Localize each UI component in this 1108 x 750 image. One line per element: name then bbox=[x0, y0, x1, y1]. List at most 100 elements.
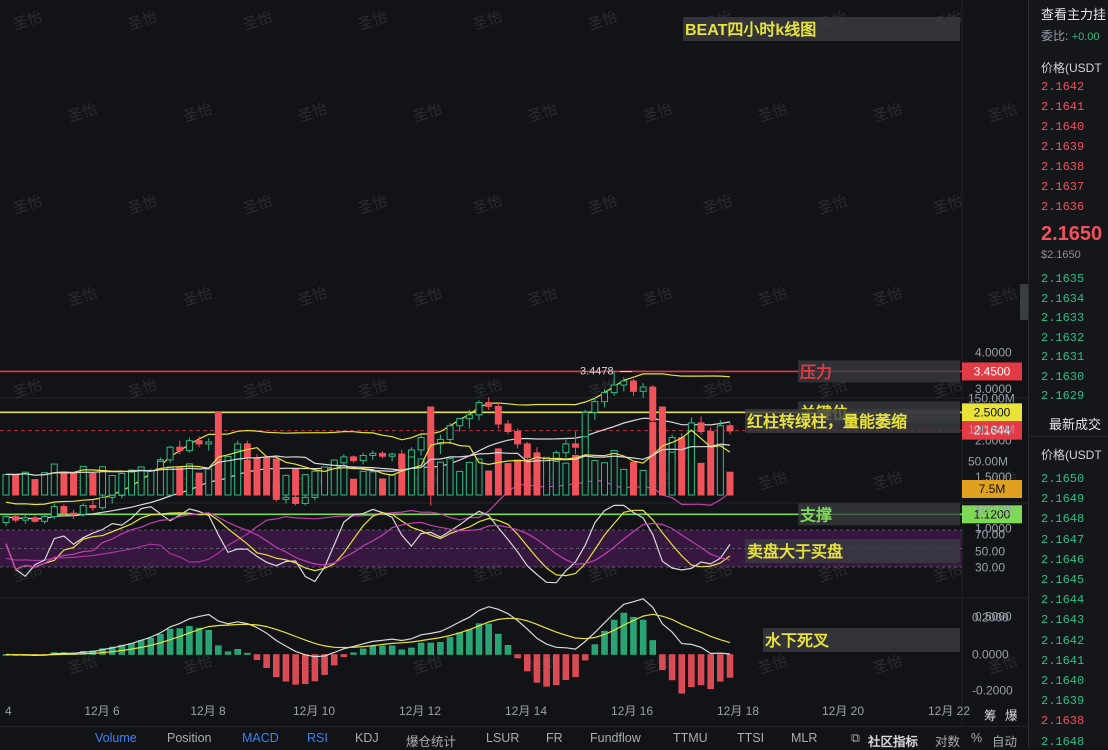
trade-row: 2.1648 bbox=[1041, 734, 1085, 748]
macd-histogram-bar bbox=[99, 648, 106, 655]
volume-bar bbox=[369, 471, 377, 496]
bid-row[interactable]: 2.1630 bbox=[1041, 369, 1085, 384]
candle-body bbox=[620, 380, 628, 386]
tab-ttsi[interactable]: TTSI bbox=[737, 731, 765, 745]
rsi-tick-label: 50.00 bbox=[975, 545, 1005, 559]
volume-bar bbox=[494, 448, 502, 496]
volume-bar bbox=[205, 468, 213, 496]
bid-row[interactable]: 2.1634 bbox=[1041, 291, 1085, 306]
volume-bar bbox=[147, 469, 155, 496]
watermark-text: 圣怡 bbox=[471, 192, 505, 217]
volume-tick-label: 100.00M bbox=[968, 423, 1015, 437]
watermark-text: 圣怡 bbox=[526, 100, 560, 125]
community-indicator-button[interactable]: 社区指标 bbox=[868, 735, 919, 749]
community-indicator-icon[interactable]: ⧉ bbox=[851, 731, 860, 745]
volume-bar bbox=[446, 457, 454, 496]
ask-row[interactable]: 2.1639 bbox=[1041, 140, 1085, 154]
macd-histogram-bar bbox=[417, 642, 425, 655]
watermark-text: 圣怡 bbox=[871, 652, 905, 677]
resistance-price-badge bbox=[962, 362, 1022, 381]
panel-resize-handle[interactable] bbox=[1020, 284, 1028, 320]
volume-bar bbox=[99, 466, 107, 496]
macd-dif-line bbox=[5, 598, 731, 658]
bid-row[interactable]: 2.1629 bbox=[1041, 389, 1085, 403]
tab-rsi[interactable]: RSI bbox=[307, 731, 328, 745]
tab-volume[interactable]: Volume bbox=[95, 731, 137, 745]
macd-histogram-bar bbox=[514, 654, 521, 659]
chart-area[interactable]: 圣怡 圣怡 圣怡 圣怡 圣怡 圣怡 圣怡 圣怡 圣怡 圣怡 圣怡 圣怡 圣怡 圣怡 圣怡 圣怡 圣怡 圣怡 圣怡 圣怡… bbox=[0, 0, 1028, 748]
volume-bar bbox=[629, 461, 637, 496]
macd-histogram-bar bbox=[195, 627, 203, 655]
macd-histogram-bar bbox=[369, 645, 377, 655]
candle-body bbox=[601, 392, 608, 403]
watermark-text: 圣怡 bbox=[356, 8, 390, 33]
volume-bar bbox=[552, 460, 560, 496]
bid-row[interactable]: 2.1632 bbox=[1041, 330, 1085, 345]
liquidation-label[interactable]: 爆 bbox=[1005, 709, 1018, 723]
ask-row[interactable]: 2.1636 bbox=[1041, 200, 1085, 214]
x-tick-label: 12月 22 bbox=[928, 704, 970, 718]
percent-scale-button[interactable]: % bbox=[971, 731, 983, 745]
volume-bar bbox=[581, 436, 589, 496]
ask-row[interactable]: 2.1638 bbox=[1041, 160, 1085, 174]
volume-bar bbox=[214, 411, 222, 496]
rsi-tick-label: 30.00 bbox=[975, 561, 1005, 575]
log-scale-button[interactable]: 对数 bbox=[935, 735, 961, 749]
volume-annotation: 红柱转绿柱，量能萎缩 bbox=[747, 412, 907, 431]
watermark-text: 圣怡 bbox=[986, 100, 1020, 125]
last-price: 2.1650 bbox=[1041, 223, 1103, 245]
macd-histogram-bar bbox=[649, 640, 657, 655]
tab-ttmu[interactable]: TTMU bbox=[673, 731, 708, 745]
bid-row[interactable]: 2.1631 bbox=[1041, 350, 1085, 364]
macd-histogram-bar bbox=[639, 619, 647, 655]
candle-body bbox=[465, 414, 473, 420]
trade-row: 2.1640 bbox=[1041, 674, 1085, 688]
ask-row[interactable]: 2.1641 bbox=[1041, 100, 1085, 114]
tab-kdj[interactable]: KDJ bbox=[355, 731, 379, 745]
macd-histogram-bar bbox=[466, 629, 473, 655]
watermark-text: 圣怡 bbox=[11, 8, 45, 33]
macd-histogram-bar bbox=[330, 654, 338, 666]
volume-current-label: 7.5M bbox=[979, 482, 1006, 496]
macd-tick-label: -0.2000 bbox=[972, 684, 1013, 698]
trades-title[interactable]: 最新成交 bbox=[1049, 417, 1102, 432]
candle-body bbox=[378, 452, 386, 457]
tab-爆仓统计[interactable]: 爆仓统计 bbox=[406, 735, 457, 749]
volume-bar bbox=[12, 474, 20, 496]
tab-fr[interactable]: FR bbox=[546, 731, 563, 745]
candle-body bbox=[185, 440, 193, 452]
tab-fundflow[interactable]: Fundflow bbox=[590, 731, 641, 745]
candle-body bbox=[629, 380, 637, 392]
candle-body bbox=[21, 517, 29, 521]
chip-label[interactable]: 筹 bbox=[984, 709, 997, 723]
macd-histogram-bar bbox=[688, 654, 695, 687]
candle-body bbox=[523, 443, 531, 459]
macd-histogram-bar bbox=[620, 612, 628, 655]
tab-mlr[interactable]: MLR bbox=[791, 731, 818, 745]
last-price-badge bbox=[962, 421, 1022, 440]
x-tick-label: 12月 8 bbox=[190, 704, 226, 718]
orderbook-price-header: 价格(USDT bbox=[1041, 61, 1102, 75]
ask-row[interactable]: 2.1637 bbox=[1041, 180, 1085, 194]
tab-lsur[interactable]: LSUR bbox=[486, 731, 520, 745]
rsi-line-6 bbox=[5, 504, 731, 584]
tab-position[interactable]: Position bbox=[167, 731, 212, 745]
price-tick-label: 3.0000 bbox=[975, 382, 1012, 396]
volume-bar bbox=[562, 462, 570, 496]
bid-row[interactable]: 2.1635 bbox=[1041, 272, 1085, 286]
volume-bar bbox=[118, 473, 126, 496]
volume-bar bbox=[620, 468, 628, 496]
candle-body bbox=[514, 430, 522, 445]
tab-macd[interactable]: MACD bbox=[242, 731, 279, 745]
support-annotation: 支撑 bbox=[799, 505, 832, 524]
volume-current-badge bbox=[962, 480, 1022, 498]
macd-histogram-bar bbox=[176, 628, 184, 655]
volume-bar bbox=[514, 459, 522, 496]
ask-row[interactable]: 2.1640 bbox=[1041, 120, 1085, 134]
auto-scale-button[interactable]: 自动 bbox=[992, 735, 1018, 749]
ask-row[interactable]: 2.1642 bbox=[1041, 80, 1085, 94]
orderbook-title[interactable]: 查看主力挂 bbox=[1041, 7, 1107, 22]
candle-body bbox=[60, 506, 68, 514]
bid-row[interactable]: 2.1633 bbox=[1041, 311, 1085, 325]
